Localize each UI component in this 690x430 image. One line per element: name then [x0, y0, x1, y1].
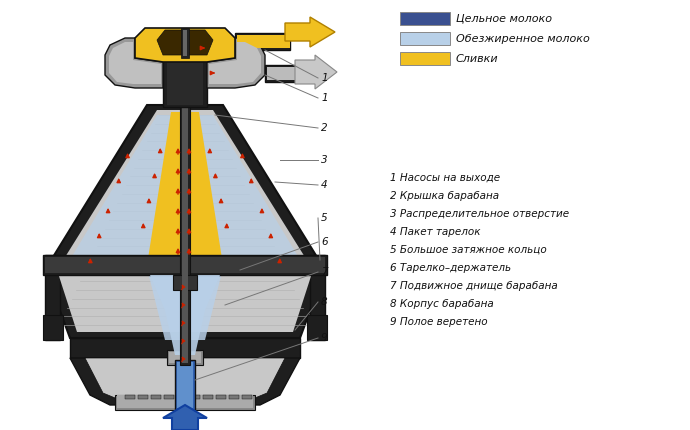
Polygon shape — [163, 405, 207, 430]
Bar — [117, 395, 253, 408]
Text: 6 Тарелко–держатель: 6 Тарелко–держатель — [390, 263, 511, 273]
Text: 4: 4 — [321, 180, 328, 190]
Text: 9 Полое веретено: 9 Полое веретено — [390, 317, 488, 327]
Text: 9: 9 — [321, 333, 328, 343]
Polygon shape — [157, 30, 213, 55]
Text: 1: 1 — [321, 73, 328, 83]
Polygon shape — [167, 62, 203, 105]
Bar — [173, 275, 197, 290]
Text: 6: 6 — [321, 237, 328, 247]
Bar — [180, 100, 190, 365]
Bar — [43, 315, 63, 340]
Polygon shape — [147, 112, 223, 282]
Polygon shape — [105, 38, 163, 88]
Polygon shape — [45, 255, 60, 340]
Bar — [164, 395, 174, 399]
Polygon shape — [57, 110, 313, 332]
Bar — [175, 360, 195, 410]
Bar — [242, 395, 252, 399]
Text: 2: 2 — [321, 123, 328, 133]
Text: 1 Насосы на выходе: 1 Насосы на выходе — [390, 173, 500, 183]
Bar — [307, 315, 327, 340]
Polygon shape — [85, 358, 285, 400]
Polygon shape — [45, 105, 325, 338]
Bar — [177, 395, 187, 399]
Polygon shape — [145, 260, 225, 340]
Polygon shape — [150, 275, 220, 355]
Text: Сливки: Сливки — [456, 53, 499, 64]
Bar — [203, 395, 213, 399]
Polygon shape — [191, 115, 305, 268]
Bar — [115, 395, 255, 410]
Bar — [400, 32, 450, 45]
Text: 1: 1 — [321, 93, 328, 103]
Polygon shape — [295, 55, 337, 89]
Polygon shape — [285, 17, 335, 47]
Polygon shape — [237, 35, 290, 48]
Bar — [167, 350, 203, 365]
Polygon shape — [267, 67, 300, 80]
Bar — [138, 395, 148, 399]
Text: 2 Крышка барабана: 2 Крышка барабана — [390, 191, 499, 201]
Bar — [229, 395, 239, 399]
Polygon shape — [310, 255, 325, 340]
Text: Обезжиренное молоко: Обезжиренное молоко — [456, 34, 590, 43]
Bar — [182, 102, 188, 363]
Text: 7 Подвижное днище барабана: 7 Подвижное днище барабана — [390, 281, 558, 291]
Polygon shape — [70, 338, 300, 358]
Polygon shape — [65, 115, 179, 268]
Polygon shape — [209, 42, 261, 84]
Bar — [177, 362, 193, 408]
Text: Цельное молоко: Цельное молоко — [456, 13, 552, 24]
Bar — [216, 395, 226, 399]
Polygon shape — [135, 28, 235, 62]
Text: 8 Корпус барабана: 8 Корпус барабана — [390, 299, 494, 309]
Text: 4 Пакет тарелок: 4 Пакет тарелок — [390, 227, 480, 237]
Polygon shape — [70, 358, 300, 405]
Text: 5: 5 — [321, 213, 328, 223]
Polygon shape — [235, 33, 290, 50]
Bar — [169, 352, 201, 363]
Bar — [400, 52, 450, 65]
Polygon shape — [109, 42, 161, 84]
Polygon shape — [265, 65, 300, 82]
Text: 3: 3 — [321, 155, 328, 165]
Bar — [400, 12, 450, 25]
Bar — [190, 395, 200, 399]
Bar — [181, 28, 189, 58]
Text: 7: 7 — [321, 267, 328, 277]
Polygon shape — [207, 38, 265, 88]
Bar — [179, 405, 191, 425]
Bar — [43, 255, 327, 275]
Polygon shape — [163, 60, 207, 107]
Bar — [151, 395, 161, 399]
Bar — [45, 257, 325, 273]
Bar — [125, 395, 135, 399]
Text: 5 Большое затяжное кольцо: 5 Большое затяжное кольцо — [390, 245, 546, 255]
Text: 3 Распределительное отверстие: 3 Распределительное отверстие — [390, 209, 569, 219]
Text: 8: 8 — [321, 297, 328, 307]
Bar — [183, 30, 187, 56]
Bar — [177, 405, 193, 425]
